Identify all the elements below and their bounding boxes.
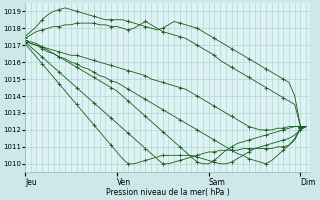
X-axis label: Pression niveau de la mer( hPa ): Pression niveau de la mer( hPa ) bbox=[106, 188, 229, 197]
